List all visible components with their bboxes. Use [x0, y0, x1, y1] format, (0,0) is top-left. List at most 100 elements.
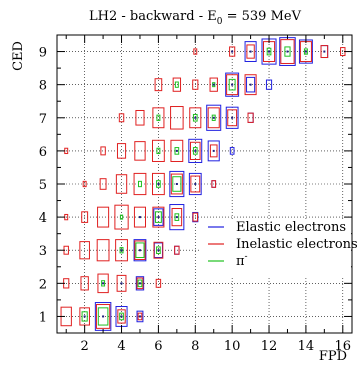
center-marker — [175, 149, 178, 152]
box-series-0 — [169, 204, 185, 231]
center-marker — [120, 282, 123, 285]
center-marker — [231, 50, 234, 53]
center-marker — [138, 282, 141, 285]
center-marker — [268, 50, 271, 53]
x-tick-label: 4 — [117, 339, 125, 354]
x-tick-label: 12 — [261, 339, 278, 354]
center-marker — [138, 216, 141, 219]
box-series-1 — [153, 241, 164, 259]
box-series-1 — [246, 44, 255, 59]
box-series-2 — [81, 311, 88, 322]
box-series-1 — [172, 77, 182, 92]
center-marker — [102, 315, 105, 318]
x-tick-label: 14 — [298, 339, 315, 354]
center-marker — [212, 83, 215, 86]
box-series-2 — [284, 46, 291, 57]
center-marker — [120, 249, 123, 252]
box-series-2 — [101, 280, 106, 287]
box-series-1 — [137, 312, 143, 321]
center-marker — [194, 149, 197, 152]
chart-title-sub: 0 — [217, 17, 223, 27]
box-series-2 — [156, 147, 161, 155]
box-series-1 — [135, 109, 145, 126]
center-marker — [175, 183, 178, 185]
y-tick-label: 6 — [39, 145, 47, 160]
box-series-1 — [152, 172, 165, 196]
box-series-0 — [229, 147, 235, 155]
box-series-0 — [169, 170, 185, 198]
box-series-1 — [81, 211, 89, 223]
box-series-1 — [174, 245, 180, 255]
center-marker — [194, 183, 197, 185]
x-tick-label: 2 — [81, 339, 89, 354]
y-tick-label: 4 — [39, 211, 47, 226]
box-series-1 — [170, 106, 184, 130]
box-series-1 — [155, 278, 162, 288]
center-marker — [175, 216, 178, 219]
box-series-1 — [82, 180, 87, 188]
x-axis-label: FPD — [319, 349, 347, 364]
box-series-1 — [97, 273, 109, 294]
box-series-1 — [190, 175, 201, 193]
box-series-1 — [116, 143, 127, 159]
y-tick-label: 7 — [39, 112, 47, 127]
box-series-1 — [226, 74, 239, 96]
center-marker — [157, 183, 160, 185]
box-series-1 — [115, 174, 128, 194]
x-tick-label: 8 — [191, 339, 199, 354]
box-series-1 — [209, 144, 218, 158]
y-tick-label: 2 — [39, 277, 47, 292]
box-series-1 — [152, 206, 165, 228]
center-marker — [323, 50, 326, 53]
x-tick-label: 16 — [335, 339, 352, 354]
box-series-1 — [100, 146, 106, 156]
box-series-0 — [135, 276, 145, 291]
box-series-1 — [247, 112, 254, 123]
y-tick-label: 8 — [39, 79, 47, 94]
box-series-0 — [246, 76, 256, 93]
box-series-2 — [174, 81, 179, 88]
box-series-2 — [156, 246, 161, 255]
box-series-2 — [192, 147, 198, 155]
y-tick-label: 1 — [39, 310, 47, 325]
box-series-2 — [119, 247, 124, 254]
box-series-1 — [96, 239, 110, 262]
center-marker — [212, 116, 215, 119]
x-tick-label: 6 — [154, 339, 162, 354]
center-marker — [138, 315, 141, 318]
box-series-1 — [207, 107, 220, 129]
grid-lines — [57, 35, 352, 333]
box-series-2 — [119, 312, 124, 321]
box-series-2 — [135, 242, 145, 259]
box-series-0 — [244, 41, 257, 62]
box-series-0 — [133, 239, 147, 262]
box-series-1 — [170, 173, 183, 195]
box-series-1 — [280, 39, 295, 64]
box-series-1 — [133, 206, 146, 228]
box-series-1 — [118, 113, 125, 123]
box-series-1 — [116, 274, 127, 292]
box-series-1 — [229, 46, 236, 57]
center-marker — [249, 83, 252, 86]
box-series-2 — [172, 176, 182, 192]
box-series-1 — [320, 45, 329, 59]
center-marker — [212, 149, 215, 152]
box-series-2 — [97, 307, 109, 326]
box-series-0 — [207, 140, 220, 162]
center-marker — [231, 116, 234, 119]
x-tick-label: 10 — [224, 339, 241, 354]
box-series-1 — [227, 109, 238, 127]
box-series-1 — [95, 304, 111, 329]
box-series-2 — [174, 147, 180, 155]
box-series-2 — [211, 114, 216, 121]
box-series-0 — [225, 72, 240, 97]
box-series-2 — [154, 211, 162, 223]
box-series-2 — [156, 180, 161, 188]
box-series-0 — [206, 104, 222, 131]
box-series-1 — [192, 79, 199, 90]
data-boxes — [60, 37, 346, 331]
box-series-1 — [211, 180, 217, 188]
box-series-1 — [193, 48, 198, 55]
